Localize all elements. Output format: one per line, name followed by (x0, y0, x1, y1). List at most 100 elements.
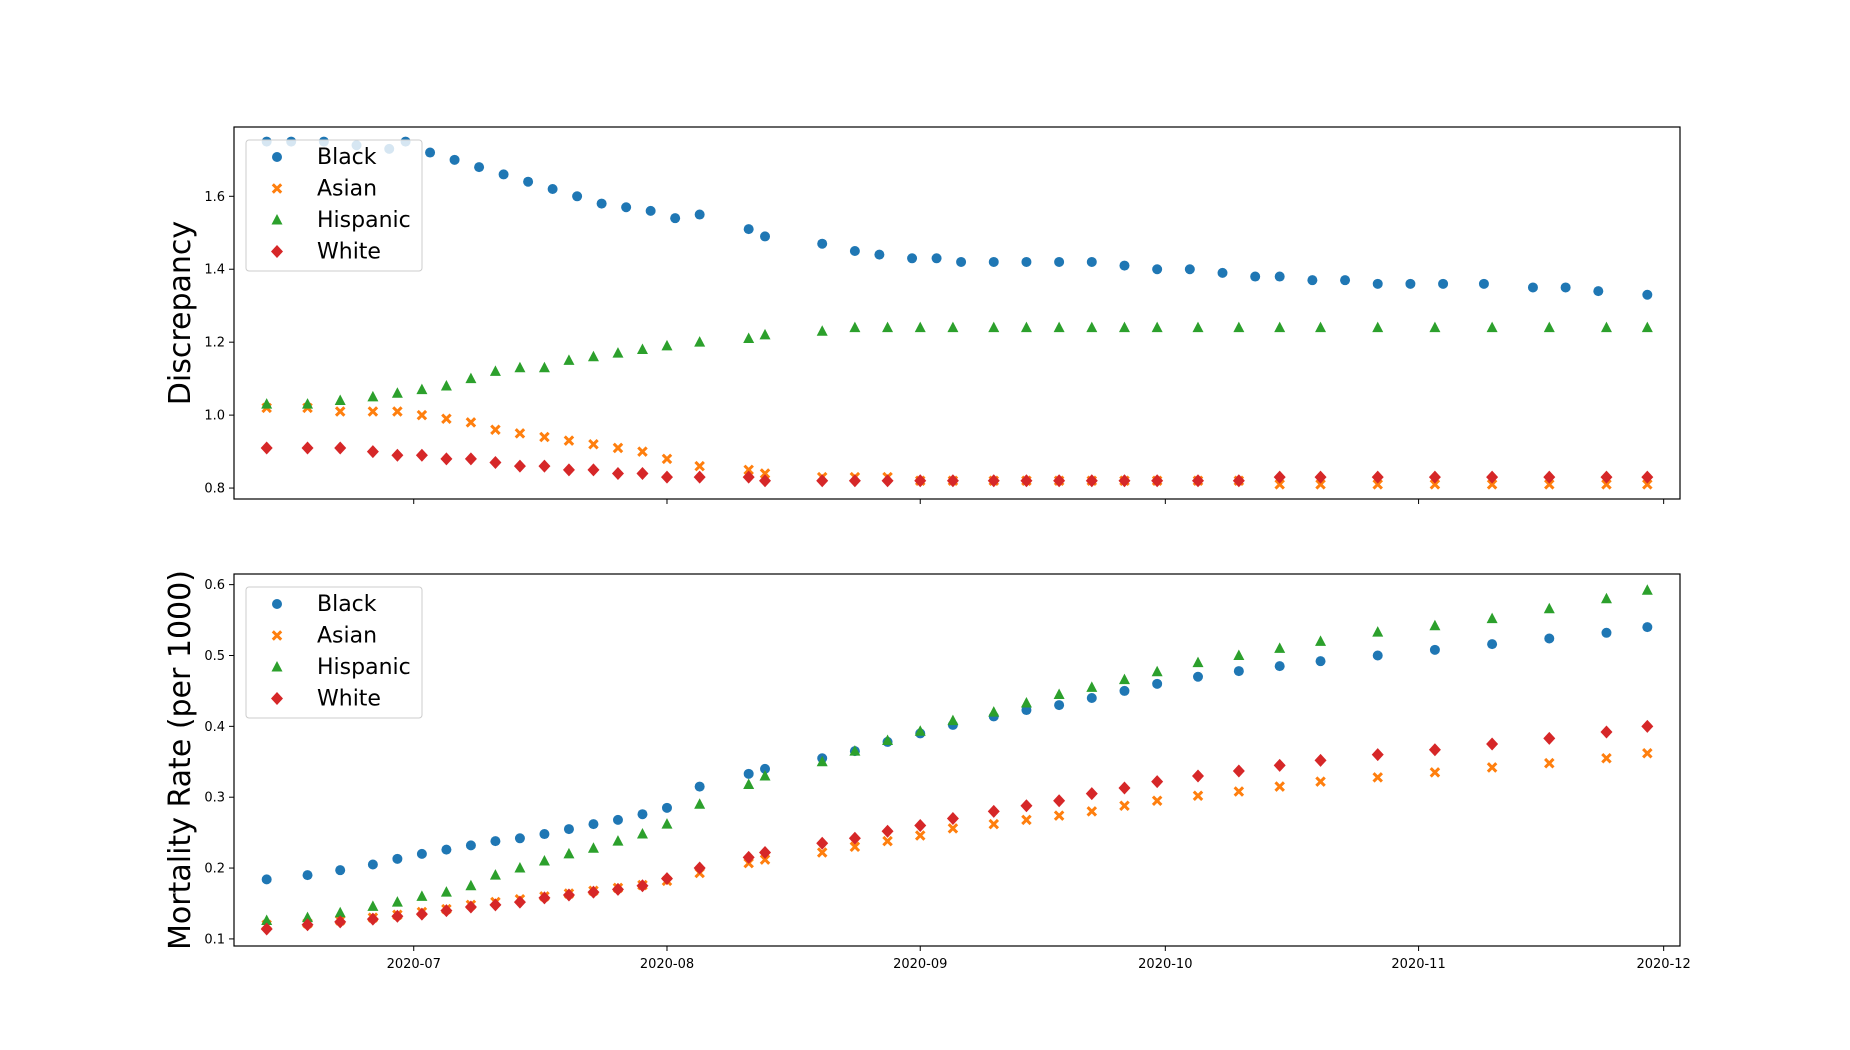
data-point-hispanic (1486, 612, 1498, 624)
data-point-hispanic (514, 862, 526, 873)
data-point-white (1641, 719, 1654, 733)
mortality-ytick-label: 0.5 (204, 649, 225, 664)
data-point-hispanic (1086, 681, 1098, 692)
data-point-hispanic (391, 387, 403, 398)
data-point-black (572, 191, 583, 202)
data-point-asian (465, 417, 477, 428)
data-point-black (441, 844, 452, 855)
data-point-black (416, 848, 427, 859)
legend-marker-white (271, 245, 283, 258)
data-point-hispanic (661, 339, 673, 351)
data-point-black (1193, 671, 1203, 682)
data-point-white (562, 888, 575, 902)
data-point-hispanic (759, 328, 771, 340)
data-point-asian (1601, 479, 1612, 490)
data-point-white (881, 824, 894, 838)
mortality-xtick-label: 2020-10 (1138, 957, 1192, 972)
data-point-white (1486, 470, 1499, 484)
data-point-asian (1151, 795, 1163, 807)
data-point-hispanic (538, 854, 550, 866)
data-point-hispanic (816, 325, 828, 336)
discrepancy-series-hispanic (261, 321, 1653, 409)
data-point-asian (1021, 814, 1032, 826)
mortality-legend: Black Asian Hispanic White (245, 586, 423, 719)
data-point-asian (612, 442, 624, 454)
data-point-hispanic (1600, 321, 1612, 333)
data-point-black (1152, 264, 1163, 275)
data-point-white (513, 459, 526, 473)
data-point-white (366, 912, 379, 926)
data-point-hispanic (661, 818, 673, 829)
data-point-white (1151, 474, 1164, 488)
data-point-black (1478, 278, 1489, 289)
data-point-hispanic (743, 332, 755, 344)
data-point-hispanic (1372, 626, 1384, 637)
data-point-white (759, 474, 772, 488)
mortality-chart: 0.1 0.2 0.3 0.4 0.5 0.6 2020-07 2020-08 2020-09 2… (163, 570, 1691, 972)
discrepancy-ytick-label: 1.4 (204, 263, 225, 278)
data-point-asian (1486, 762, 1498, 773)
data-point-black (392, 853, 403, 864)
data-point-white (611, 466, 624, 480)
data-point-hispanic (416, 890, 428, 901)
data-point-black (612, 814, 623, 825)
data-point-asian (1274, 781, 1285, 792)
data-point-hispanic (302, 911, 314, 923)
data-point-white (1118, 781, 1131, 795)
data-point-white (1371, 470, 1384, 484)
legend-marker-asian (271, 630, 283, 641)
data-point-hispanic (1020, 696, 1032, 708)
mortality-ytick-label: 0.3 (204, 791, 225, 806)
data-point-asian (490, 424, 501, 435)
data-point-hispanic (367, 390, 379, 402)
discrepancy-ylabel: Discrepancy (163, 221, 198, 405)
data-point-white (440, 452, 453, 466)
data-point-white (1151, 775, 1164, 789)
data-point-hispanic (538, 361, 550, 373)
legend-label-asian: Asian (317, 624, 377, 649)
data-point-hispanic (1192, 321, 1204, 333)
data-point-asian (563, 435, 575, 446)
data-point-asian (759, 854, 771, 865)
mortality-xtick-label: 2020-09 (893, 957, 947, 972)
data-point-asian (661, 453, 673, 465)
mortality-xtick-label: 2020-07 (387, 957, 441, 972)
data-point-black (1372, 278, 1383, 289)
data-point-black (1086, 693, 1097, 703)
data-point-hispanic (1118, 673, 1130, 685)
data-point-asian (1315, 776, 1326, 787)
data-point-hispanic (1053, 321, 1065, 333)
data-point-black (1315, 656, 1326, 667)
data-point-black (1086, 256, 1097, 267)
discrepancy-legend: Black Asian Hispanic White (245, 139, 423, 272)
data-point-black (523, 176, 534, 187)
data-point-white (562, 463, 575, 477)
data-point-hispanic (882, 734, 894, 746)
mortality-ytick-label: 0.2 (204, 862, 225, 877)
data-point-hispanic (334, 906, 346, 918)
data-point-asian (539, 431, 550, 443)
legend-label-white: White (317, 240, 381, 265)
data-point-hispanic (914, 725, 926, 736)
data-point-white (742, 850, 755, 864)
legend-label-asian: Asian (317, 177, 377, 202)
data-point-asian (1601, 752, 1612, 764)
data-point-hispanic (816, 755, 828, 767)
data-point-hispanic (882, 321, 894, 333)
data-point-black (563, 824, 574, 835)
data-point-asian (392, 406, 403, 417)
data-point-hispanic (849, 745, 861, 756)
data-point-black (1340, 275, 1351, 286)
data-point-black (670, 213, 681, 224)
data-point-hispanic (391, 896, 403, 907)
data-point-white (1641, 470, 1654, 484)
data-point-asian (1486, 479, 1498, 490)
mortality-xtick-label: 2020-12 (1636, 957, 1690, 972)
legend-label-hispanic: Hispanic (317, 208, 411, 233)
mortality-ytick-label: 0.4 (204, 720, 225, 735)
data-point-black (874, 249, 885, 260)
data-point-hispanic (947, 714, 959, 726)
data-point-white (1053, 794, 1066, 808)
data-point-black (1184, 264, 1195, 275)
data-point-white (914, 819, 927, 833)
